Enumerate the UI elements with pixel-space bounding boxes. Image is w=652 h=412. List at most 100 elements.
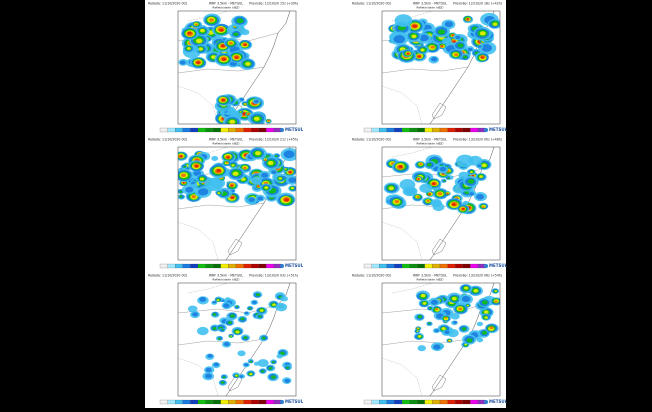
logo-mark	[484, 264, 488, 268]
echo	[462, 200, 469, 206]
colorbar-swatch	[258, 399, 267, 405]
echo	[255, 293, 261, 297]
colorbar-swatch	[401, 399, 410, 405]
echo	[484, 316, 488, 319]
map-content	[382, 283, 500, 396]
model-label: WRF 3.5km - METSUL	[413, 2, 447, 6]
echo	[223, 342, 230, 347]
echo	[430, 199, 442, 208]
echo	[461, 207, 465, 210]
colorbar-swatch	[159, 127, 168, 133]
echo	[259, 309, 264, 312]
echo	[285, 366, 290, 370]
colorbar-swatch	[363, 263, 372, 269]
map	[381, 282, 501, 397]
map	[177, 146, 297, 261]
echo	[212, 300, 217, 304]
echo	[444, 330, 450, 335]
logo-mark	[484, 128, 488, 132]
echo	[271, 375, 276, 379]
colorbar-swatch	[190, 127, 199, 133]
colorbar-swatch	[228, 127, 237, 133]
echo	[453, 320, 458, 324]
echo	[217, 192, 221, 195]
colorbar-swatch	[371, 263, 380, 269]
map-frame	[177, 10, 297, 125]
echo	[195, 23, 198, 26]
forecast-panel: Rodada: 11/10/2020 00z WRF 3.5km - METSUL…	[148, 274, 304, 405]
echo	[230, 196, 235, 199]
echo	[447, 177, 450, 180]
logo-text: METSUL	[489, 127, 508, 132]
echo	[442, 37, 452, 45]
echo	[463, 55, 468, 59]
colorbar-swatch	[213, 399, 221, 405]
echo	[444, 21, 454, 28]
colorbar-swatch	[182, 399, 191, 405]
echo	[430, 45, 435, 49]
colorbar-swatch	[386, 127, 395, 133]
echo	[248, 307, 252, 310]
echo	[426, 199, 430, 203]
echo	[227, 321, 232, 325]
echo	[476, 321, 484, 327]
echo	[420, 293, 426, 298]
echo	[194, 164, 199, 168]
echo	[250, 176, 263, 185]
model-label: WRF 3.5km - METSUL	[209, 138, 243, 142]
echo	[477, 164, 482, 168]
echo	[225, 161, 229, 164]
colorbar-swatch	[258, 127, 267, 133]
echo	[433, 344, 441, 350]
logo-text: METSUL	[489, 263, 508, 268]
colorbar-swatch	[159, 399, 168, 405]
colorbar-swatch	[470, 399, 479, 405]
model-label: WRF 3.5km - METSUL	[209, 2, 243, 6]
echo	[216, 169, 221, 173]
colorbar-swatch	[205, 127, 214, 133]
echo	[249, 373, 253, 376]
colorbar-swatch	[243, 263, 252, 269]
echo	[435, 308, 439, 311]
echo	[240, 29, 250, 36]
echo	[261, 172, 269, 178]
echo	[200, 28, 205, 33]
run-label: Rodada: 11/10/2020 00z	[148, 274, 188, 278]
echo	[456, 154, 474, 168]
echo	[234, 56, 239, 59]
colorbar-swatch	[417, 399, 425, 405]
colorbar-swatch	[455, 127, 463, 133]
echo	[217, 337, 221, 340]
echo	[466, 304, 469, 307]
echo	[431, 182, 436, 185]
echo	[219, 28, 224, 32]
colorbar-swatch	[363, 127, 372, 133]
echo	[267, 160, 274, 166]
logo-mark	[280, 400, 284, 404]
colorbar-swatch	[462, 263, 471, 269]
echo	[481, 44, 492, 52]
colorbar-swatch	[455, 399, 463, 405]
echo	[398, 165, 403, 168]
colorbar-swatch	[401, 127, 410, 133]
colorbar-swatch	[235, 399, 244, 405]
map-content	[178, 11, 296, 124]
echo	[469, 192, 474, 196]
colorbar-swatch	[197, 127, 206, 133]
echo	[494, 300, 498, 303]
colorbar-swatch	[363, 399, 372, 405]
echo	[196, 326, 209, 336]
echo	[440, 45, 444, 47]
echo	[419, 183, 433, 193]
echo	[235, 330, 240, 334]
map-frame	[381, 146, 501, 261]
echo	[253, 361, 260, 366]
echo	[212, 327, 217, 331]
colorbar-swatch	[220, 127, 229, 133]
colorbar-swatch	[220, 263, 229, 269]
echo	[187, 31, 192, 35]
echo	[243, 166, 247, 170]
echo	[417, 335, 422, 338]
echo	[236, 18, 244, 24]
map-frame	[177, 146, 297, 261]
